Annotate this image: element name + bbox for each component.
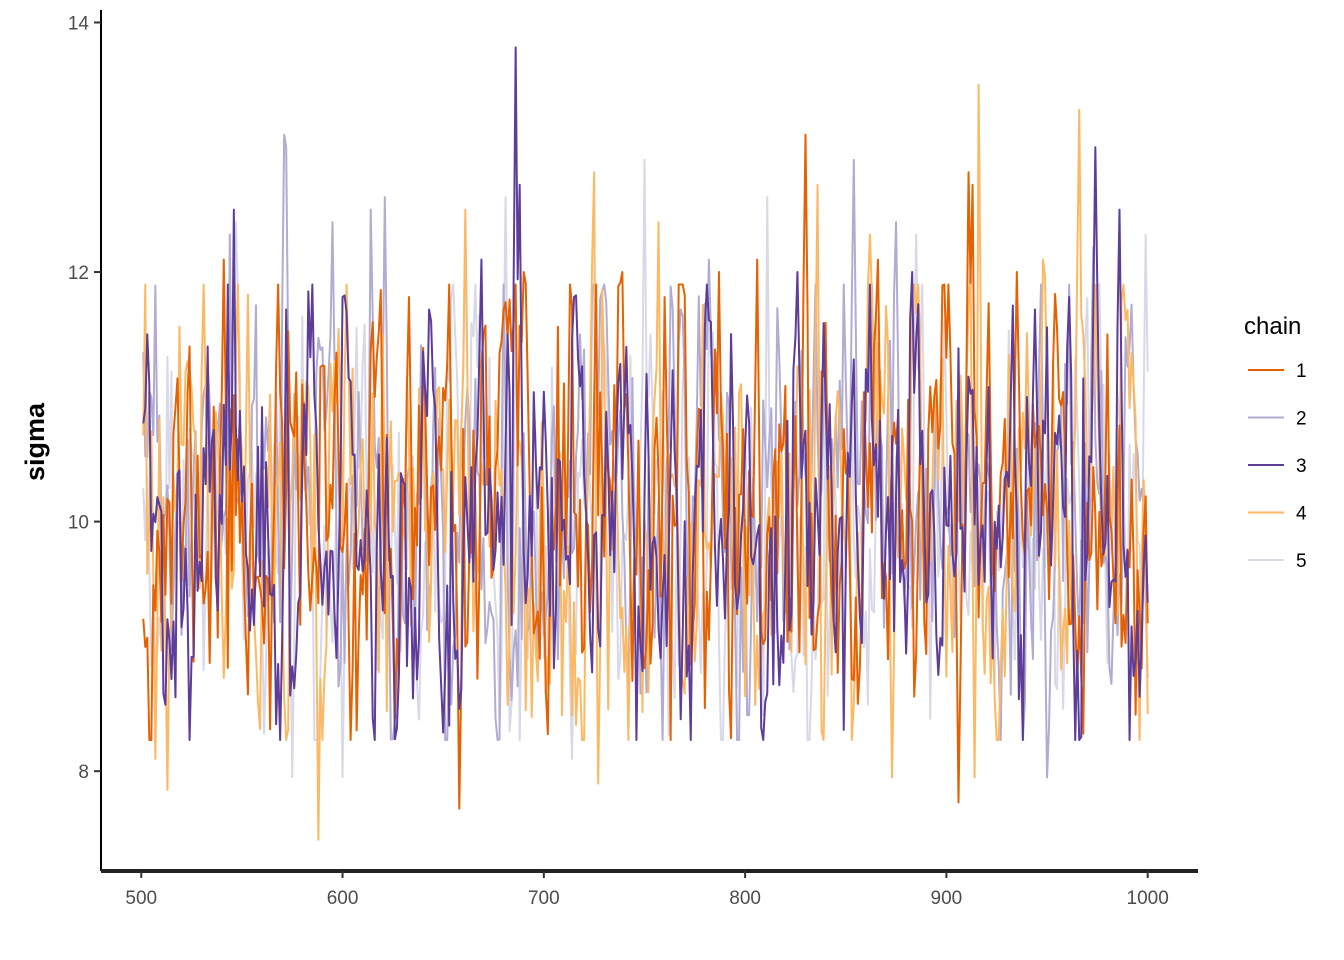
legend-label-chain-5: 5 — [1296, 551, 1307, 572]
legend-label-chain-1: 1 — [1296, 361, 1307, 382]
y-ticks: 8 10 12 14 — [68, 13, 101, 783]
series-line-chain-3 — [142, 46, 1149, 741]
y-tick-label: 8 — [78, 762, 89, 783]
x-tick-label: 500 — [125, 888, 157, 909]
legend-label-chain-3: 3 — [1296, 456, 1307, 477]
legend-title: chain — [1244, 313, 1301, 340]
x-tick-label: 600 — [327, 888, 359, 909]
legend: chain 1 2 3 4 5 — [1244, 313, 1307, 572]
plot-area — [142, 46, 1149, 841]
legend-label-chain-4: 4 — [1296, 504, 1307, 525]
x-tick-label: 800 — [729, 888, 761, 909]
y-tick-label: 14 — [68, 13, 90, 34]
series-line-chain-4 — [142, 83, 1149, 841]
axes — [100, 10, 1198, 873]
y-tick-label: 10 — [68, 513, 89, 534]
y-tick-label: 12 — [68, 263, 89, 284]
legend-label-chain-2: 2 — [1296, 409, 1307, 430]
x-tick-label: 900 — [931, 888, 963, 909]
x-ticks: 500 600 700 800 900 1000 — [125, 871, 1169, 909]
y-axis-title: sigma — [20, 402, 50, 481]
x-tick-label: 1000 — [1127, 888, 1169, 909]
x-tick-label: 700 — [528, 888, 560, 909]
